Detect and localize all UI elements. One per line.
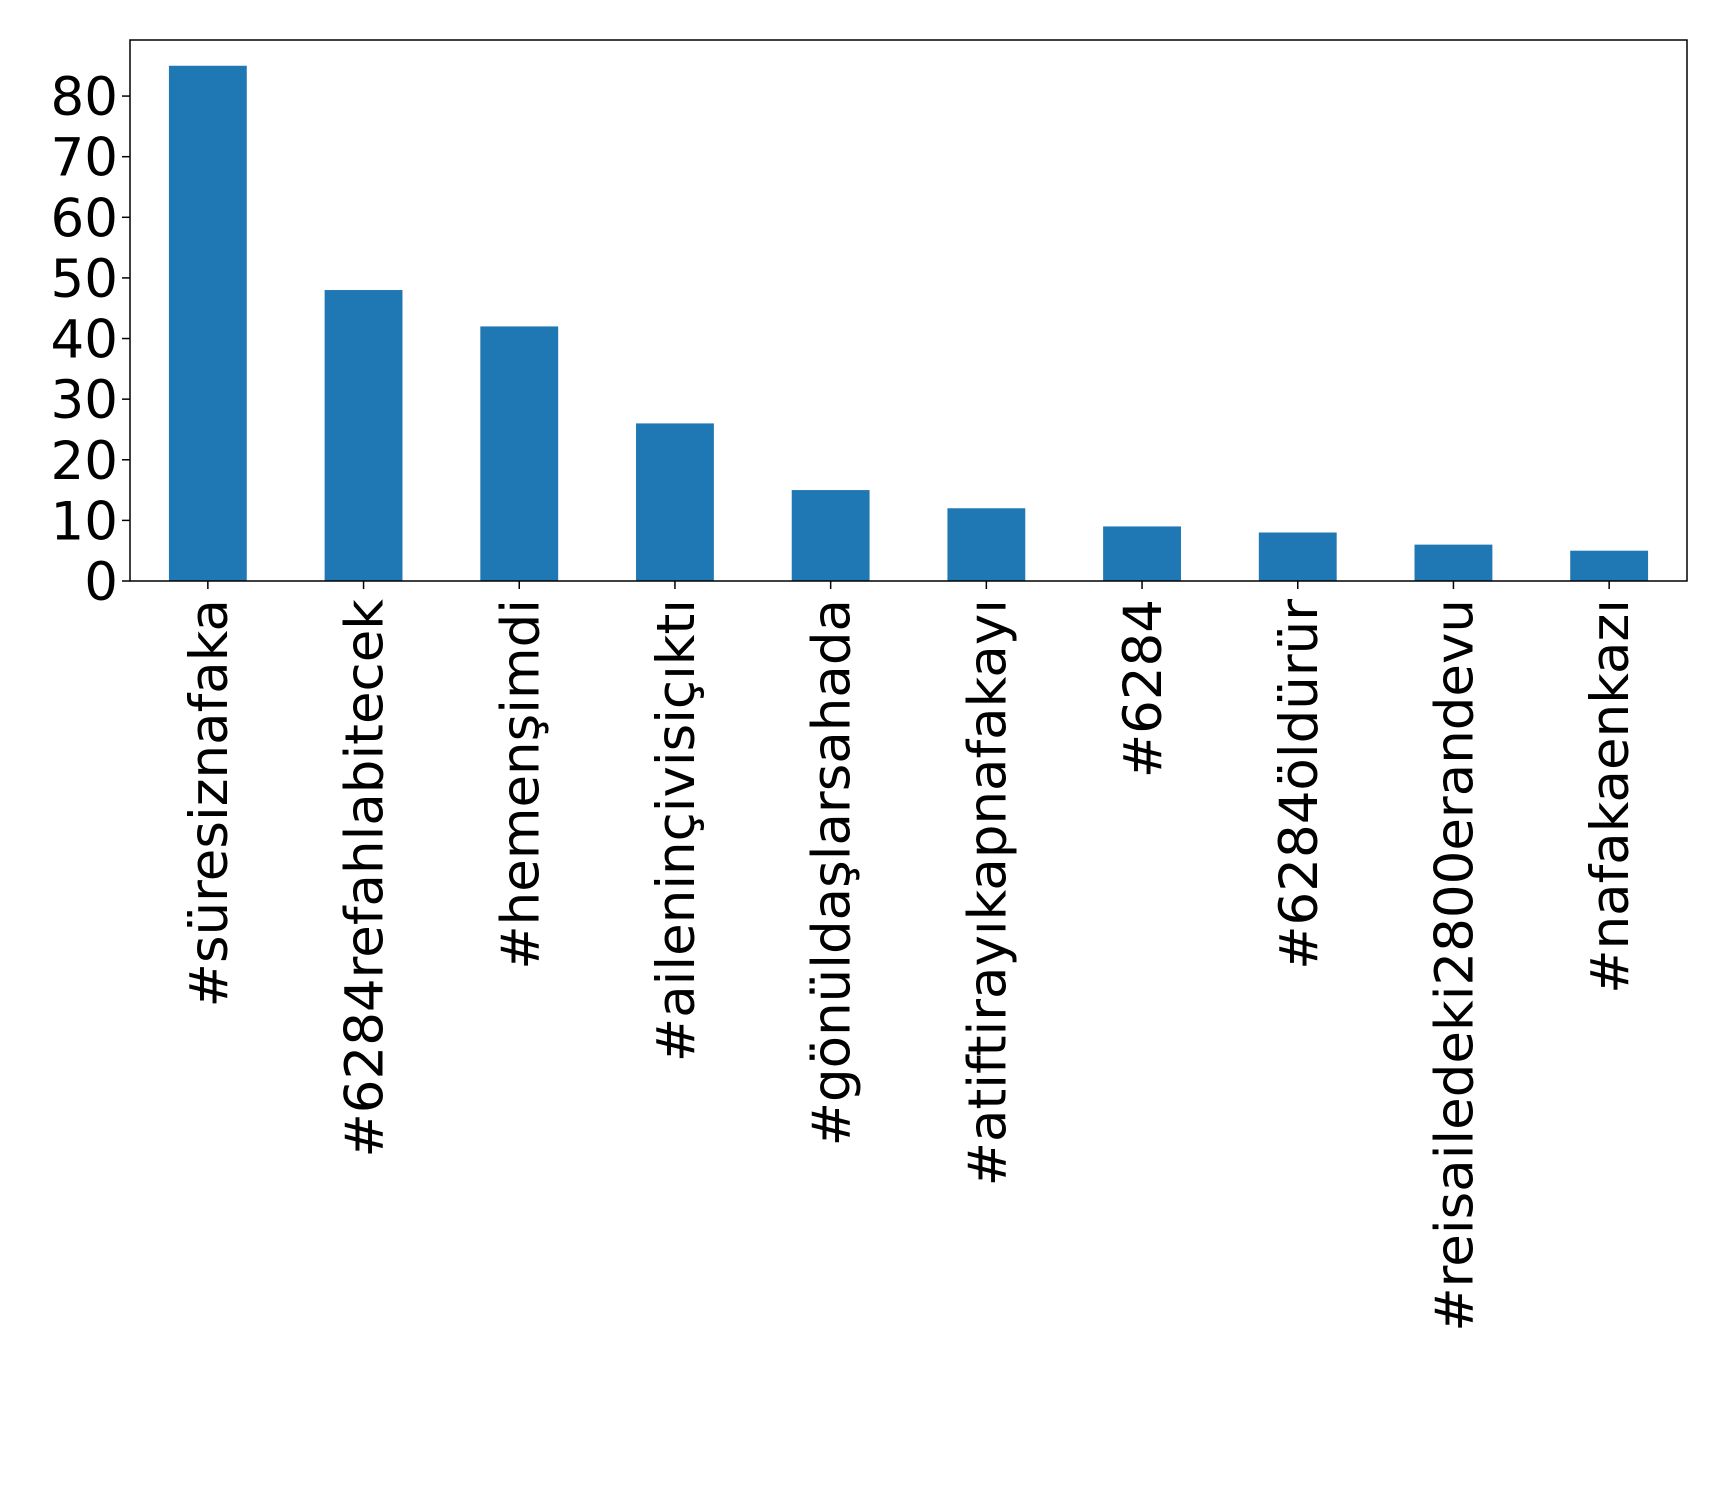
x-tick-label: #reisailedeki2800erandevu [1424,599,1485,1332]
x-tick-label: #6284 [1113,599,1174,778]
bar [947,508,1026,581]
bar [1570,550,1649,581]
bar [324,290,403,581]
bar [636,423,714,581]
x-tick-label: #atiftirayıkapnafakayı [957,599,1018,1186]
plot-frame [129,39,1688,582]
y-tick-label: 70 [51,128,118,189]
y-tick-label: 50 [51,249,118,310]
y-tick-label: 0 [84,552,118,613]
x-tick-label: #gönüldaşlarsahada [802,599,863,1146]
bar [1258,532,1337,581]
bar [168,65,247,581]
y-tick-label: 40 [51,310,118,371]
bar [1103,526,1181,581]
bar [1414,544,1493,581]
y-tick-label: 60 [51,188,118,249]
x-tick-label: #nafakaenkazı [1580,599,1641,994]
y-tick-label: 20 [51,431,118,492]
x-tick-label: #süresiznafaka [179,599,240,1007]
y-tick-label: 10 [51,491,118,552]
bar [480,326,559,581]
x-tick-label: #6284öldürür [1269,599,1330,970]
bar [791,490,870,581]
y-tick-label: 30 [51,370,118,431]
x-tick-label: #6284refahlabitecek [335,599,396,1158]
y-tick-label: 80 [51,67,118,128]
x-tick-label: #aileninçivisiçıktı [646,599,707,1062]
x-tick-label: #hemenşimdi [490,599,551,970]
